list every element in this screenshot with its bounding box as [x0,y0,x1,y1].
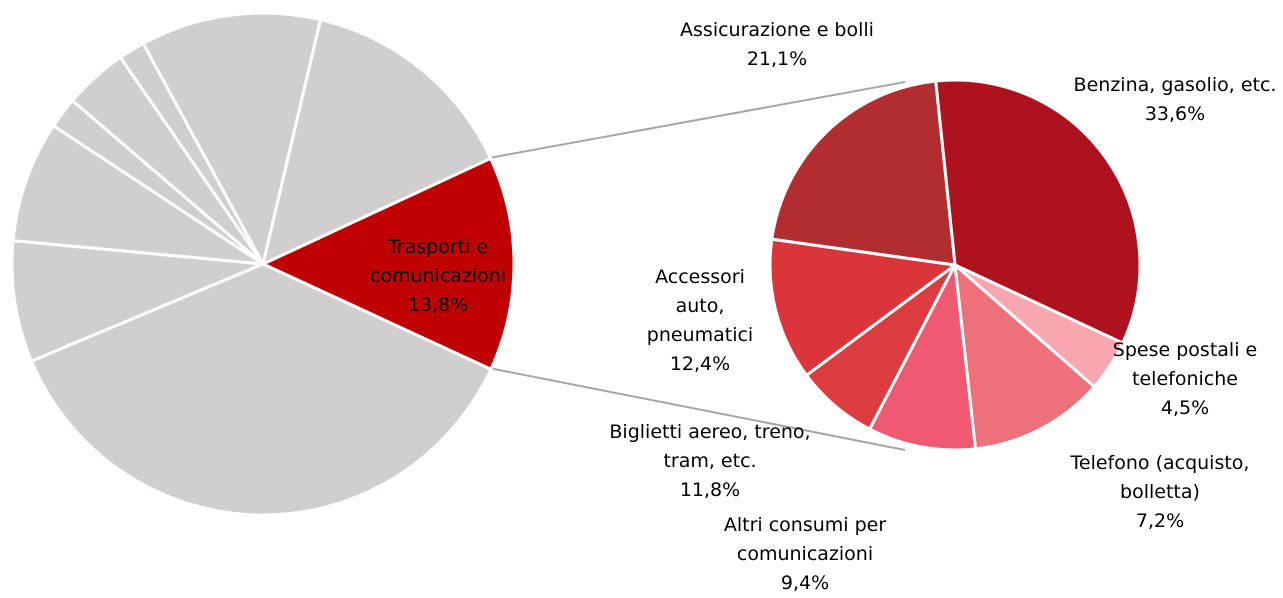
pie-slice [261,18,493,266]
slice-name: Accessori auto, pneumatici [646,266,754,346]
slice-label: Accessori auto, pneumatici 12,4% [633,263,768,379]
pie-slice [768,237,957,377]
slice-name: Telefono (acquisto, bolletta) [1070,452,1250,503]
slice-value: 4,5% [1160,397,1210,419]
slice-name: Assicurazione e bolli [680,19,874,41]
pie-slice [770,79,957,267]
slice-value: 9,4% [780,572,830,594]
slice-label: Trasporti e comunicazioni 13,8% [358,233,518,320]
slice-value: 21,1% [746,48,808,70]
slice-label: Assicurazione e bolli 21,1% [680,16,875,74]
slice-name: Biglietti aereo, treno, tram, etc. [609,421,811,472]
slice-name: Benzina, gasolio, etc. [1073,74,1277,96]
slice-name: Trasporti e comunicazioni [369,236,507,287]
pie-slice [934,78,1142,345]
slice-value: 12,4% [669,353,731,375]
pie-slice [10,239,265,363]
pie-slice [30,262,493,517]
pie-slice [868,263,977,452]
slice-name: Spese postali e telefoniche [1112,339,1258,390]
slice-label: Altri consumi per comunicazioni 9,4% [703,511,908,598]
pie-slice [261,156,516,371]
connector-line [488,367,906,451]
slice-label: Spese postali e telefoniche 4,5% [1090,336,1280,423]
pie-slice [141,11,323,266]
pie-slice [953,263,1096,451]
slice-value: 33,6% [1144,103,1206,125]
connector-line [488,81,906,159]
slice-value: 7,2% [1135,510,1185,532]
slice-label: Benzina, gasolio, etc. 33,6% [1073,71,1278,129]
pie-slice [11,124,265,266]
slice-name: Altri consumi per comunicazioni [723,514,887,565]
slice-label: Biglietti aereo, treno, tram, etc. 11,8% [608,418,813,505]
slice-value: 13,8% [407,294,469,316]
slice-label: Telefono (acquisto, bolletta) 7,2% [1048,449,1273,536]
slice-value: 11,8% [679,479,741,501]
